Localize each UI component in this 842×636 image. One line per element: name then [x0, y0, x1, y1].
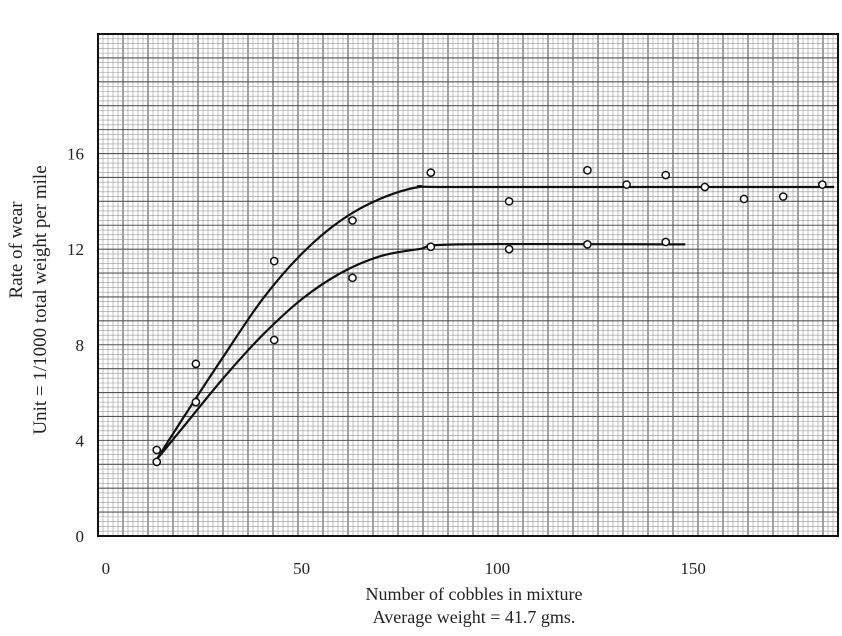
series-1-point	[191, 359, 201, 369]
x-tick-label: 50	[293, 559, 310, 578]
y-tick-label: 4	[76, 431, 85, 450]
y-tick-label: 16	[67, 145, 84, 164]
y-tick-label: 0	[76, 527, 85, 546]
series-1-point	[583, 165, 592, 175]
plot-frame	[97, 33, 839, 537]
y-axis-label-line-2: Unit = 1/1000 total weight per mile	[30, 165, 51, 434]
series-1-point	[778, 192, 788, 201]
series-layer	[152, 165, 835, 467]
chart-subtitle: Average weight = 41.7 gms.	[372, 607, 576, 627]
series-1-point	[817, 180, 827, 189]
series-1-point	[426, 168, 436, 177]
series-1-point	[622, 180, 631, 189]
series-1-point	[152, 445, 162, 455]
series-2-point	[152, 457, 162, 467]
y-tick-label: 8	[76, 336, 85, 355]
y-axis-label-line-1: Rate of wear	[6, 201, 27, 299]
series-2-point	[661, 237, 671, 247]
series-1-point	[661, 170, 671, 180]
series-2-point	[348, 273, 357, 283]
series-2-point	[426, 242, 436, 252]
series-1-point	[269, 256, 279, 266]
series-1-point	[504, 196, 514, 206]
y-tick-label: 12	[67, 240, 84, 259]
series-1-point	[700, 182, 710, 192]
series-2-point	[583, 240, 592, 249]
series-2-point	[191, 397, 201, 407]
x-tick-label: 100	[485, 559, 511, 578]
series-1-curve	[155, 185, 835, 461]
x-axis-label: Number of cobbles in mixture	[365, 584, 583, 604]
series-2-curve	[155, 242, 686, 461]
series-2-point	[504, 244, 514, 254]
series-1-point	[348, 216, 357, 225]
tick-labels: 0 4 8 12 16 0 50 100 150	[67, 145, 706, 578]
series-2-point	[269, 335, 279, 345]
series-1-point	[739, 194, 749, 204]
chart-grid	[98, 34, 838, 536]
x-tick-label: 150	[680, 559, 706, 578]
x-tick-label: 0	[102, 559, 111, 578]
